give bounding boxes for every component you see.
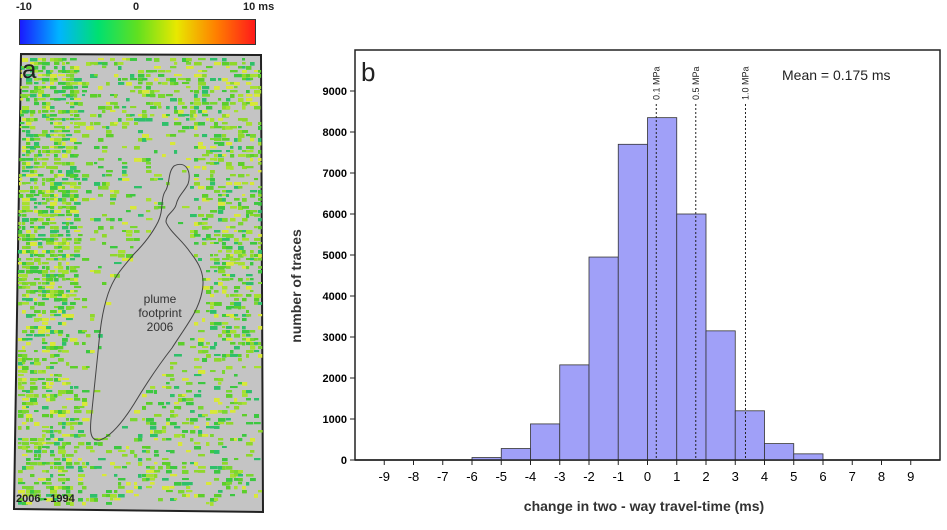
x-tick-label: -2 bbox=[583, 469, 595, 484]
x-tick-label: -3 bbox=[554, 469, 566, 484]
x-axis-title: change in two - way travel-time (ms) bbox=[524, 498, 764, 514]
x-tick-label: -6 bbox=[466, 469, 478, 484]
y-tick-label: 9000 bbox=[323, 86, 347, 98]
x-tick-label: 9 bbox=[907, 469, 914, 484]
x-tick-label: -5 bbox=[495, 469, 507, 484]
histogram-bar bbox=[559, 364, 590, 461]
y-tick-label: 8000 bbox=[323, 127, 347, 139]
pressure-marker-label: 0.1 MPa bbox=[651, 66, 661, 100]
y-tick-label: 7000 bbox=[323, 168, 347, 180]
x-tick-label: 4 bbox=[761, 469, 768, 484]
histogram-chart: 0.1 MPa 0.5 MPa 1.0 MPa 0 1000 2000 3000 4000 5… bbox=[288, 49, 941, 514]
y-tick-label: 5000 bbox=[323, 250, 347, 262]
y-tick-label: 1000 bbox=[323, 414, 347, 426]
x-tick-label: -1 bbox=[612, 469, 624, 484]
colorbar-max-label: 10 ms bbox=[243, 1, 275, 13]
x-tick-label: 7 bbox=[849, 469, 856, 484]
pressure-marker-label: 0.5 MPa bbox=[691, 66, 701, 100]
y-tick-label: 3000 bbox=[323, 332, 347, 344]
x-tick-label: -8 bbox=[408, 469, 420, 484]
mean-annotation: Mean = 0.175 ms bbox=[782, 67, 891, 83]
x-tick-label: 6 bbox=[819, 469, 826, 484]
x-tick-label: -9 bbox=[378, 469, 390, 484]
pressure-marker-label: 1.0 MPa bbox=[740, 66, 750, 100]
x-tick-label: 3 bbox=[732, 469, 739, 484]
x-tick-label: -4 bbox=[525, 469, 537, 484]
colorbar-ramp bbox=[19, 19, 256, 45]
y-axis-title: number of traces bbox=[288, 229, 304, 343]
histogram-bar bbox=[617, 143, 648, 461]
x-tick-label: 2 bbox=[702, 469, 709, 484]
panel-b-letter: b bbox=[361, 57, 376, 87]
histogram-bar bbox=[588, 256, 619, 461]
colorbar-legend: -10 0 10 ms bbox=[16, 0, 288, 46]
plume-footprint-label: plume footprint 2006 bbox=[138, 292, 182, 334]
x-tick-label: 5 bbox=[790, 469, 797, 484]
map-date-caption: 2006 - 1994 bbox=[16, 493, 75, 505]
map-panel bbox=[12, 52, 265, 514]
x-tick-label: 0 bbox=[644, 469, 651, 484]
colorbar-min-label: -10 bbox=[16, 1, 32, 13]
histogram-bar bbox=[734, 410, 765, 461]
x-tick-label: -7 bbox=[437, 469, 449, 484]
histogram-bar bbox=[500, 448, 531, 461]
histogram-bar bbox=[793, 453, 824, 461]
histogram-bar bbox=[647, 117, 678, 461]
histogram-bar bbox=[705, 330, 736, 461]
y-tick-label: 0 bbox=[341, 455, 347, 467]
histogram-bar bbox=[676, 213, 707, 461]
colorbar-mid-label: 0 bbox=[133, 1, 140, 13]
panel-a-letter: a bbox=[22, 54, 37, 84]
histogram-bar bbox=[764, 443, 795, 461]
y-tick-label: 4000 bbox=[323, 291, 347, 303]
x-tick-label: 8 bbox=[878, 469, 885, 484]
x-tick-label: 1 bbox=[673, 469, 680, 484]
timeshift-anomaly-pattern bbox=[18, 58, 263, 506]
plume-footprint-outline bbox=[89, 164, 204, 441]
y-tick-label: 6000 bbox=[323, 209, 347, 221]
histogram-bar bbox=[530, 423, 561, 461]
y-tick-label: 2000 bbox=[323, 373, 347, 385]
